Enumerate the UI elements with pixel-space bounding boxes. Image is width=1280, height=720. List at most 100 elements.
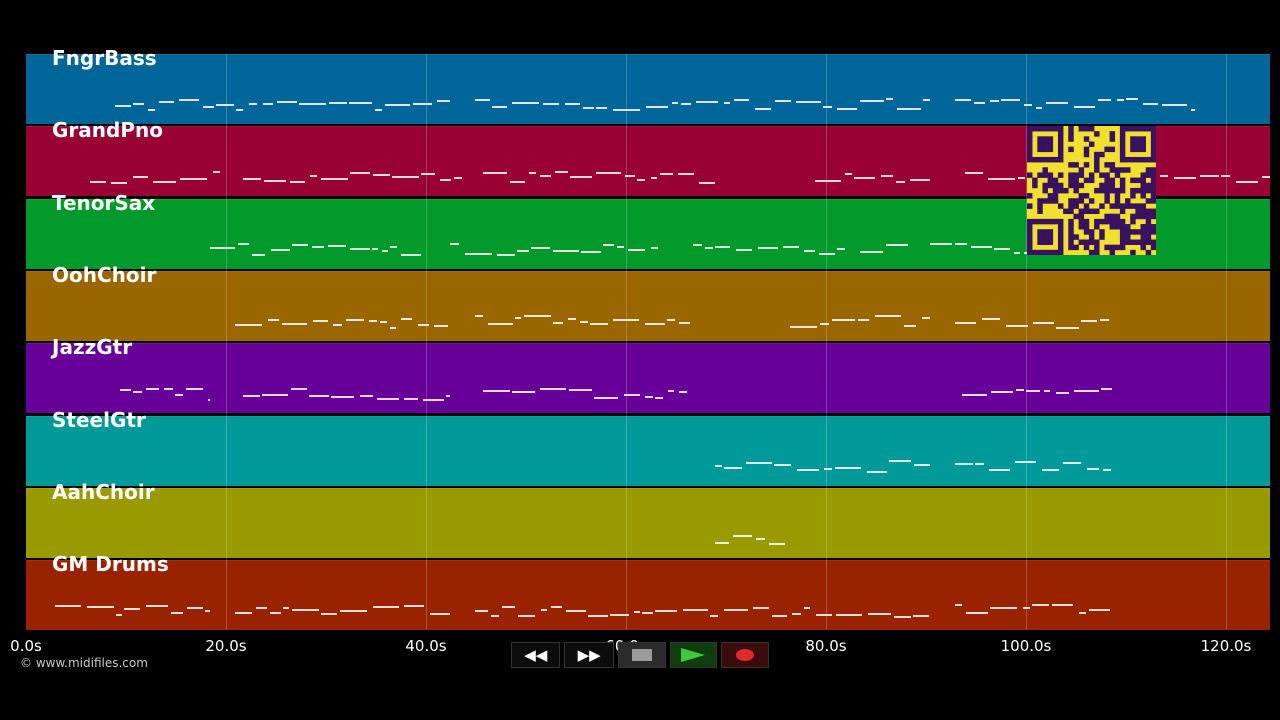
qr-module: [1068, 239, 1074, 245]
track-lane[interactable]: SteelGtr: [26, 408, 1270, 486]
qr-module: [1094, 167, 1100, 173]
qr-module: [1150, 229, 1157, 235]
track-name: FngrBass: [52, 46, 157, 70]
qr-module: [1099, 203, 1105, 209]
note-mark: [235, 324, 262, 326]
note-mark: [146, 388, 159, 390]
qr-module: [1119, 234, 1126, 240]
qr-module: [1145, 229, 1152, 235]
note-mark: [510, 181, 525, 183]
track-lane[interactable]: GM Drums: [26, 552, 1270, 630]
qr-module: [1027, 193, 1033, 199]
grid-line: [1226, 54, 1227, 630]
qr-module: [1068, 218, 1074, 225]
note-mark: [1044, 390, 1050, 392]
qr-module: [1047, 126, 1054, 132]
qr-module: [1042, 229, 1048, 235]
qr-module: [1088, 141, 1095, 147]
note-mark: [262, 394, 288, 396]
note-mark: [790, 326, 817, 328]
qr-module: [1109, 136, 1116, 142]
qr-module: [1145, 213, 1152, 220]
qr-module: [1094, 218, 1100, 225]
qr-module: [1119, 146, 1126, 153]
qr-module: [1094, 208, 1100, 215]
track-lane[interactable]: OohChoir: [26, 263, 1270, 341]
note-mark: [404, 605, 424, 607]
note-mark: [540, 175, 551, 177]
stop-button[interactable]: [617, 642, 666, 668]
qr-module: [1032, 182, 1038, 189]
track-lane[interactable]: JazzGtr: [26, 335, 1270, 413]
qr-module: [1078, 213, 1085, 220]
note-mark: [421, 173, 435, 175]
note-mark: [755, 108, 771, 110]
qr-module: [1073, 187, 1079, 194]
stop-icon: [631, 649, 652, 661]
qr-module: [1073, 213, 1079, 220]
note-mark: [475, 315, 483, 317]
note-mark: [1036, 107, 1042, 109]
qr-module: [1104, 182, 1110, 189]
note-mark: [517, 250, 529, 252]
note-mark: [434, 325, 448, 327]
qr-module: [1145, 126, 1152, 132]
note-mark: [437, 100, 450, 102]
note-mark: [832, 319, 855, 321]
note-mark: [475, 610, 488, 612]
qr-module: [1140, 244, 1146, 251]
note-mark: [637, 179, 645, 181]
qr-module: [1150, 172, 1157, 178]
qr-module: [1047, 182, 1054, 189]
note-mark: [668, 390, 674, 392]
note-mark: [483, 172, 507, 174]
qr-module: [1027, 126, 1033, 132]
track-lane[interactable]: AahChoir: [26, 480, 1270, 558]
fast-forward-button[interactable]: ▶▶: [564, 642, 614, 668]
qr-module: [1027, 244, 1033, 251]
note-mark: [133, 103, 144, 105]
qr-module: [1119, 218, 1126, 225]
qr-module: [1052, 187, 1059, 194]
qr-module: [1042, 136, 1048, 142]
qr-module: [1094, 151, 1100, 158]
track-lane[interactable]: FngrBass: [26, 46, 1270, 124]
qr-module: [1083, 218, 1090, 225]
note-mark: [264, 180, 286, 182]
note-mark: [390, 246, 397, 248]
qr-module: [1037, 141, 1043, 147]
record-button[interactable]: [721, 642, 770, 668]
play-button[interactable]: [669, 642, 718, 668]
qr-module: [1027, 146, 1033, 153]
note-mark: [603, 244, 614, 246]
note-mark: [596, 107, 607, 109]
qr-module: [1135, 203, 1141, 209]
qr-module: [1083, 126, 1090, 132]
note-mark: [580, 321, 588, 323]
qr-module: [1145, 187, 1152, 194]
qr-module: [1037, 249, 1043, 256]
note-mark: [583, 107, 594, 109]
qr-module: [1037, 229, 1043, 235]
note-mark: [774, 464, 791, 466]
qr-module: [1063, 187, 1069, 194]
qr-module: [1042, 218, 1048, 225]
rewind-button[interactable]: ◀◀: [511, 642, 561, 668]
qr-module: [1057, 249, 1064, 256]
qr-module: [1094, 249, 1100, 256]
note-mark: [540, 388, 566, 390]
note-mark: [617, 246, 624, 248]
qr-module: [1027, 151, 1033, 158]
grid-line: [1026, 54, 1027, 630]
record-icon: [736, 649, 755, 661]
note-mark: [868, 613, 891, 615]
qr-module: [1037, 146, 1043, 153]
qr-module: [1027, 229, 1033, 235]
note-mark: [886, 244, 908, 246]
note-mark: [897, 108, 921, 110]
note-mark: [596, 172, 621, 174]
qr-module: [1140, 177, 1146, 184]
qr-module: [1150, 244, 1157, 251]
note-mark: [203, 106, 214, 108]
qr-module: [1052, 218, 1059, 225]
